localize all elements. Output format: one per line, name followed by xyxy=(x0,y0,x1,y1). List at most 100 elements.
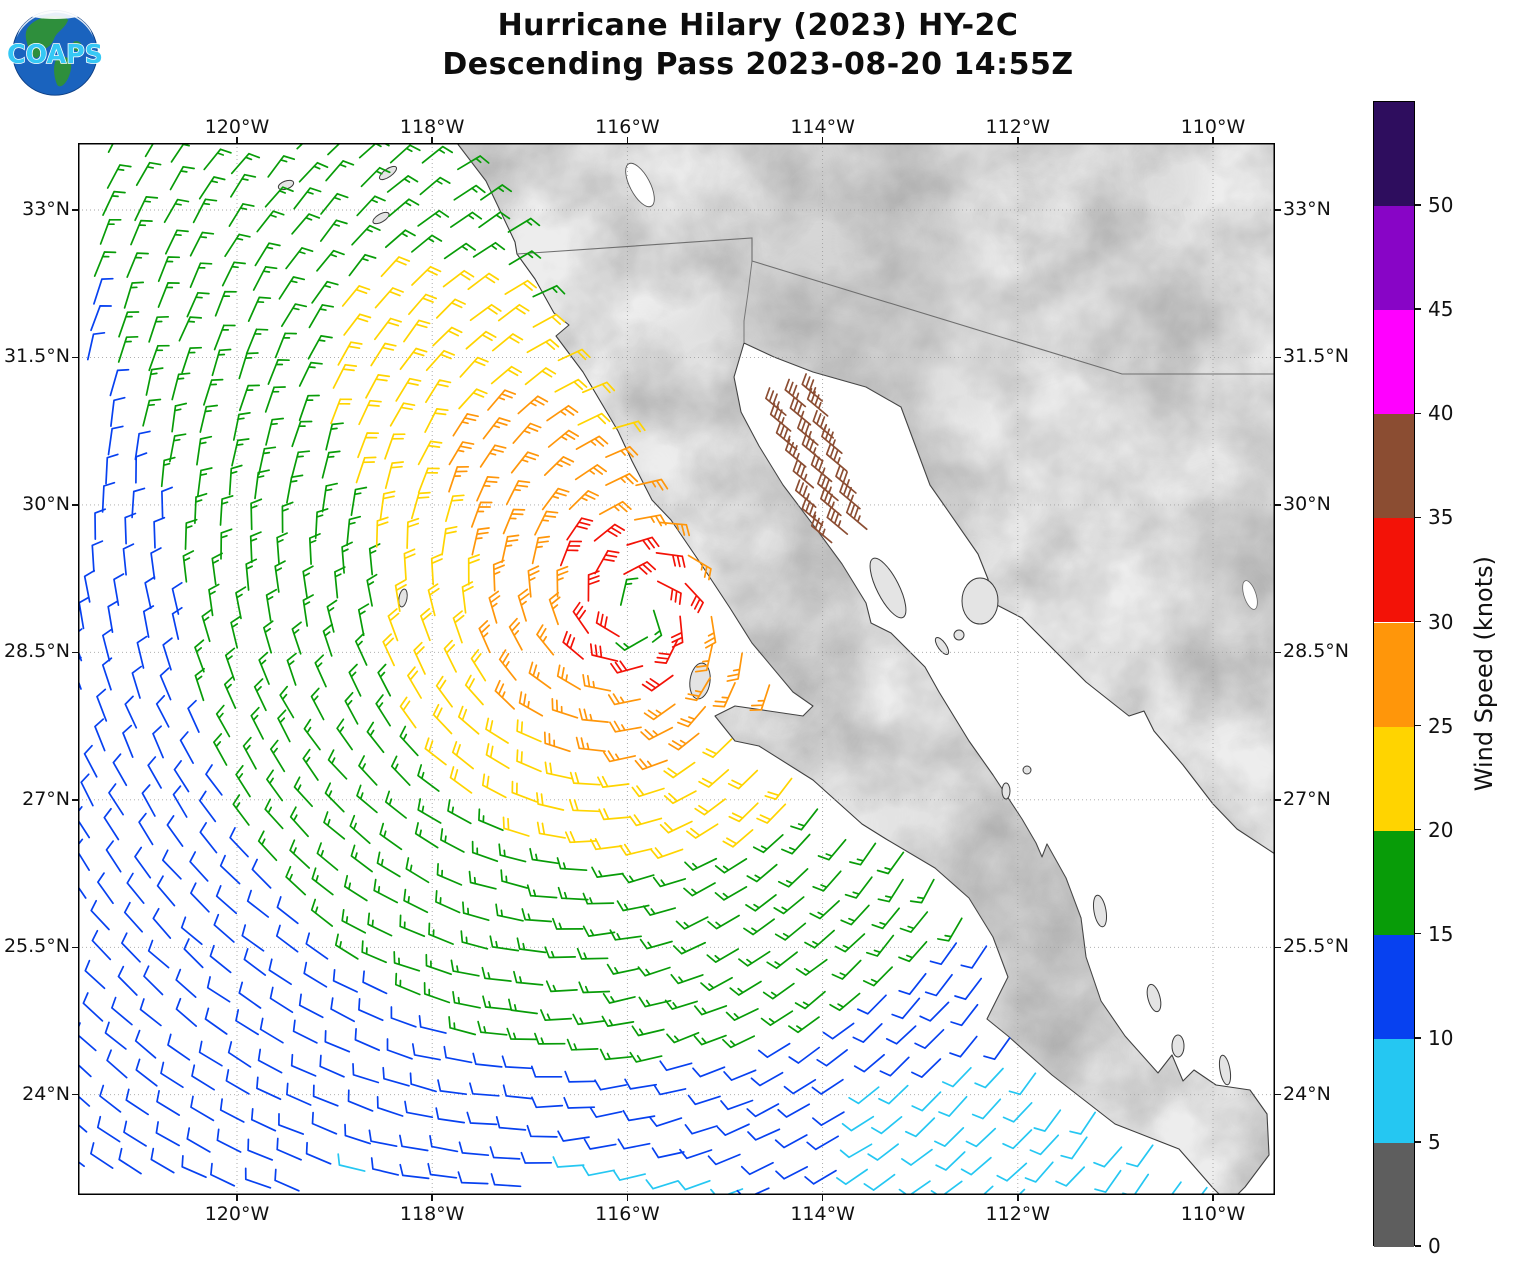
wind-barb xyxy=(606,963,640,975)
axis-tick xyxy=(626,137,629,143)
wind-barb xyxy=(556,565,569,598)
wind-barb xyxy=(643,703,676,721)
wind-barb xyxy=(461,581,474,614)
wind-barb xyxy=(213,324,236,351)
wind-barb xyxy=(394,972,421,996)
wind-barb xyxy=(1060,1136,1088,1160)
wind-barb xyxy=(960,1156,992,1176)
wind-barb xyxy=(238,981,262,1009)
coaps-logo-text: COAPS xyxy=(8,39,102,69)
wind-barb xyxy=(641,674,674,692)
wind-barb xyxy=(452,990,481,1009)
wind-barb xyxy=(640,726,674,741)
wind-barb xyxy=(307,335,333,360)
wind-barb xyxy=(960,945,988,969)
wind-barb xyxy=(534,1032,566,1045)
colorbar-tick xyxy=(1415,516,1421,519)
wind-barb xyxy=(387,608,400,642)
wind-barb xyxy=(536,792,565,811)
wind-barb xyxy=(417,467,440,494)
wind-barb xyxy=(126,872,145,904)
wind-barb xyxy=(482,417,511,440)
figure-title: Hurricane Hilary (2023) HY-2C Descending… xyxy=(78,6,1438,84)
wind-barb xyxy=(693,1034,727,1046)
wind-barb xyxy=(150,547,162,580)
wind-barb xyxy=(664,999,698,1010)
wind-barb xyxy=(131,665,143,699)
lat-tick-label-right: 31.5°N xyxy=(1283,345,1350,368)
wind-barb xyxy=(196,435,213,466)
wind-barb xyxy=(267,155,296,178)
wind-barb xyxy=(224,647,236,681)
wind-barb xyxy=(121,932,141,963)
axis-tick xyxy=(1017,1195,1019,1201)
island xyxy=(398,588,408,608)
wind-barb xyxy=(417,209,450,227)
wind-barb xyxy=(615,636,649,651)
wind-barb xyxy=(302,748,319,781)
wind-barb xyxy=(490,365,522,385)
wind-barb xyxy=(631,785,665,798)
wind-barb xyxy=(316,842,339,871)
wind-barb xyxy=(311,1111,338,1135)
wind-barb xyxy=(407,666,422,699)
wind-barb xyxy=(247,1138,274,1161)
wind-barb xyxy=(291,420,313,448)
wind-barb xyxy=(319,1054,345,1078)
wind-barb xyxy=(521,908,553,923)
wind-barb xyxy=(390,755,411,786)
wind-barb xyxy=(568,798,600,813)
wind-barb xyxy=(157,256,181,283)
island xyxy=(372,211,390,225)
wind-barb xyxy=(589,838,623,851)
wind-barb xyxy=(83,569,96,603)
colorbar-segment xyxy=(1374,518,1414,623)
wind-barb xyxy=(235,764,251,798)
wind-barb xyxy=(639,938,673,950)
wind-barb xyxy=(465,330,497,350)
colorbar-tick xyxy=(1415,1141,1421,1143)
colorbar-segment xyxy=(1374,102,1414,207)
wind-barb xyxy=(276,1137,302,1161)
wind-barb xyxy=(707,914,740,930)
wind-barb xyxy=(221,261,246,287)
wind-barb xyxy=(750,1071,784,1087)
wind-barb xyxy=(189,851,209,882)
wind-barb xyxy=(602,750,636,763)
wind-barb xyxy=(575,736,606,753)
wind-barb xyxy=(506,1027,538,1041)
wind-barb xyxy=(231,438,250,467)
wind-barb xyxy=(356,195,386,217)
wind-barb xyxy=(582,674,612,692)
wind-barb xyxy=(568,490,599,510)
wind-barb xyxy=(324,782,345,813)
wind-barb xyxy=(305,932,329,960)
wind-barb xyxy=(557,1130,590,1142)
wind-barb xyxy=(536,624,555,656)
wind-barb xyxy=(804,1169,837,1185)
lon-tick-label-top: 114°W xyxy=(790,116,855,138)
wind-barb xyxy=(764,777,793,801)
wind-barb xyxy=(389,402,416,427)
wind-barb xyxy=(298,161,329,183)
wind-barb xyxy=(152,907,172,939)
wind-barb xyxy=(516,719,542,743)
wind-barb xyxy=(478,620,491,654)
wind-barb xyxy=(605,445,639,458)
wind-barb xyxy=(384,229,416,249)
wind-barb xyxy=(347,1089,374,1112)
wind-barb xyxy=(582,925,616,937)
wind-barb xyxy=(375,694,391,727)
wind-barb xyxy=(694,643,714,673)
wind-barb xyxy=(274,332,298,359)
wind-barb xyxy=(394,579,407,613)
wind-barb xyxy=(384,461,405,490)
wind-barb xyxy=(443,639,457,673)
wind-barb xyxy=(194,639,205,673)
wind-barb xyxy=(841,1115,875,1132)
wind-barb xyxy=(196,467,213,498)
wind-barb xyxy=(529,847,559,865)
wind-barb xyxy=(601,1015,635,1027)
wind-barb xyxy=(677,1179,711,1191)
wind-barb xyxy=(235,1009,259,1036)
